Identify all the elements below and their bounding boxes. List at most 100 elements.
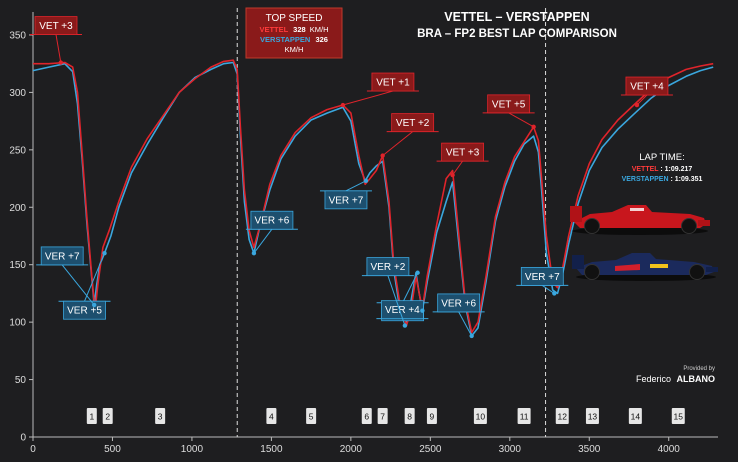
annotation-point [380,153,385,158]
annotation-point [469,333,474,339]
annotation-leader [61,264,95,306]
corner-label: 11 [520,412,529,422]
credit-author-last: ALBANO [677,374,716,384]
top-speed-unit-2: KM/H [285,45,304,54]
corner-box [102,408,113,424]
annotation-point [420,308,425,313]
annotation-label: VER +7 [329,195,364,206]
annotation-label: VER +6 [441,298,476,309]
annotation-verstappen: VER +6 [432,293,485,339]
annotation-label: VER +4 [385,305,420,316]
annotation-verstappen: VER +7 [319,178,372,210]
annotation-label: VER +6 [255,216,290,227]
annotation-label: VER +2 [371,262,406,273]
lap-time-vettel-value: : 1:09.217 [660,166,692,173]
annotation-leader [382,131,413,156]
annotation-vettel: VET +2 [380,113,439,158]
annotation-leader [387,275,406,326]
annotation-box [40,246,84,266]
annotation-leader [55,34,62,63]
corner-box [306,408,317,424]
top-speed-verstappen-name: VERSTAPPEN [260,35,310,44]
lap-time-vettel-name: VETTEL [632,166,660,173]
annotation-point [102,251,107,256]
annotation-verstappen: VER +4 [376,300,429,320]
annotation-label: VER +7 [525,272,560,283]
corner-marker: 14 [628,408,642,424]
x-tick-label: 1500 [260,444,283,455]
annotation-point [363,178,369,184]
chart-title: VETTEL – VERSTAPPEN [444,10,589,24]
x-tick-label: 2000 [340,444,363,455]
annotation-leader [253,228,273,254]
annotation-vettel: VET +5 [482,94,536,130]
annotation-point [531,124,536,130]
corner-marker: 15 [671,408,685,424]
corner-label: 9 [430,412,435,422]
annotation-label: VET +3 [39,21,73,32]
credit-provided-by: Provided by [683,366,715,372]
corner-label: 2 [105,412,110,422]
annotations: VET +3 VET +1 VET +2 VET +3 VET +5 VET +4 VER … [30,16,673,339]
credit-author-first: Federico [636,374,671,384]
ferrari-car-image [570,205,710,235]
annotation-label: VET +1 [376,78,410,89]
lap-time-verstappen: VERSTAPPEN : 1:09.351 [622,176,703,183]
corner-marker: 2 [102,408,113,424]
annotation-vettel: VET +4 [620,76,673,108]
x-tick-label: 2500 [419,444,442,455]
redbull-car-image [572,253,718,281]
top-speed-unit-1: KM/H [310,25,329,34]
annotation-leader [402,272,419,303]
corner-label: 15 [674,412,684,422]
x-tick-label: 1000 [181,444,204,455]
annotation-box [250,210,294,230]
corner-label: 13 [588,412,598,422]
corner-box [517,408,531,424]
corner-box [585,408,599,424]
annotation-leader [508,112,534,128]
annotation-box [520,267,564,286]
annotation-leader [458,311,473,337]
annotation-box [391,113,435,132]
corner-label: 8 [407,412,412,422]
annotation-verstappen: VER +7 [516,267,569,296]
annotation-box [366,257,410,276]
top-speed-line-2: VERSTAPPEN 326 [260,35,328,44]
y-tick-label: 100 [9,318,26,329]
top-speed-vettel-name: VETTEL [259,25,288,34]
corner-marker: 7 [377,408,388,424]
annotation-vettel: VET +3 [30,16,82,65]
x-tick-label: 4000 [658,444,681,455]
corner-label: 1 [89,412,94,422]
annotation-point [415,270,420,275]
corner-marker: 6 [361,408,372,424]
annotation-box [441,142,484,162]
corner-marker: 3 [155,408,166,424]
corner-label: 10 [476,412,486,422]
annotation-label: VET +5 [492,99,526,110]
corner-marker: 12 [555,408,569,424]
x-tick-label: 3500 [578,444,601,455]
corner-box [671,408,685,424]
annotation-leader [636,94,648,106]
corner-marker: 1 [86,408,97,424]
annotation-label: VET +3 [446,148,480,159]
top-speed-vettel-value: 328 [293,25,306,34]
annotation-leader [342,90,394,106]
x-tick-label: 0 [30,444,36,455]
x-tick-label: 3000 [499,444,522,455]
y-tick-label: 300 [9,88,26,99]
corner-box [404,408,415,424]
y-tick-label: 350 [9,30,26,41]
credit: Provided by Federico ALBANO [636,366,715,384]
annotation-verstappen: VER +6 [245,210,298,256]
corner-box [266,408,277,424]
corner-marker: 9 [426,408,437,424]
corner-box [377,408,388,424]
corner-marker: 10 [473,408,487,424]
annotation-label: VER +5 [67,306,102,317]
annotation-leader [84,253,105,302]
